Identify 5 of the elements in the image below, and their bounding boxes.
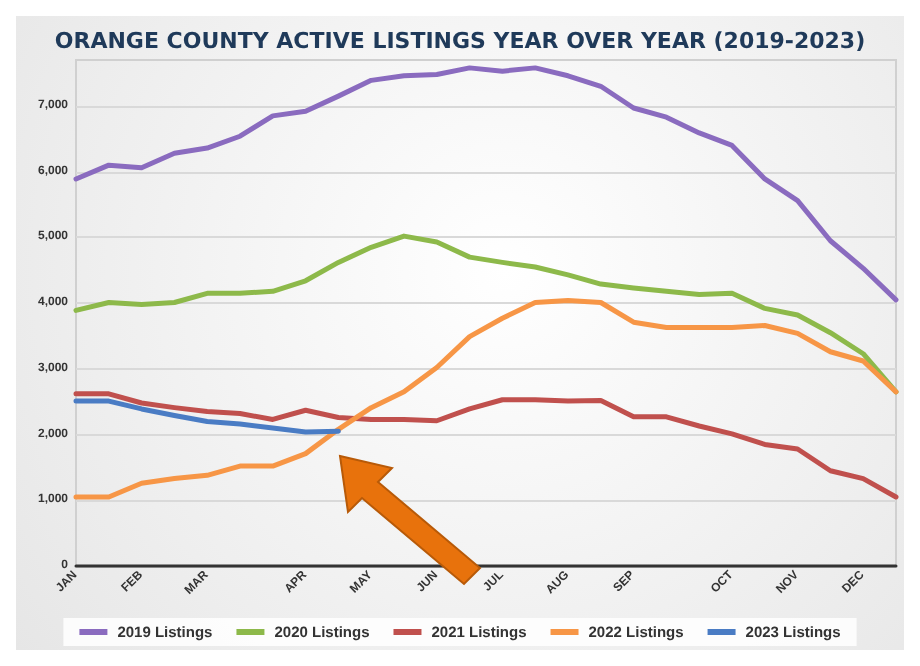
line-series bbox=[73, 65, 899, 303]
line-series bbox=[73, 398, 341, 435]
chart-title: ORANGE COUNTY ACTIVE LISTINGS YEAR OVER YEAR (2019-2023) bbox=[54, 28, 866, 54]
line-series bbox=[73, 298, 899, 500]
line-series bbox=[73, 391, 899, 500]
